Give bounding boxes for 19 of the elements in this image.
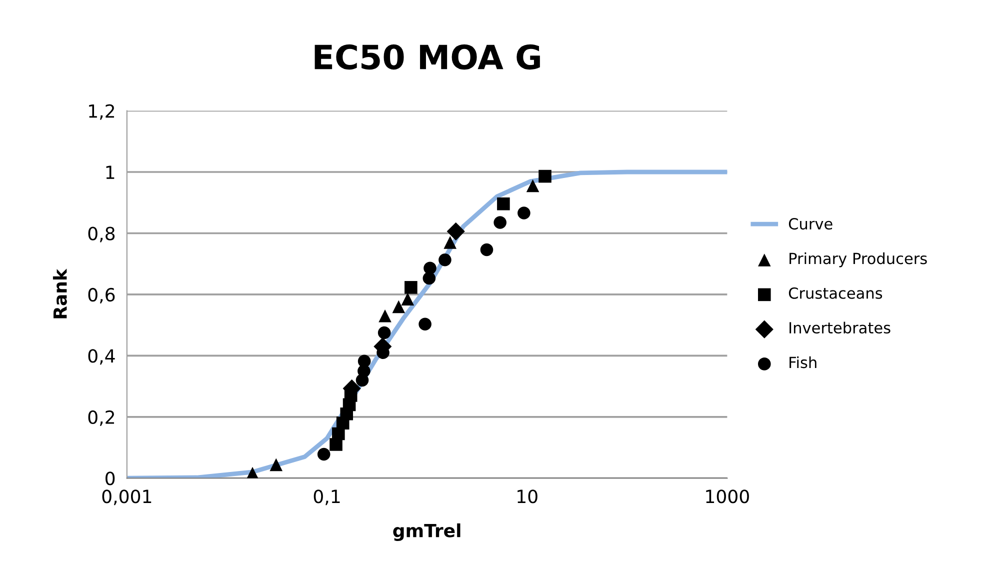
- y-tick-label: 0,2: [88, 410, 114, 426]
- y-tick-label: 0: [106, 472, 115, 486]
- legend-label: Invertebrates: [790, 322, 890, 334]
- y-tick-label: 1: [106, 166, 114, 179]
- x-tick-label: 0,1: [314, 490, 340, 506]
- y-axis-title: Rank: [52, 268, 67, 318]
- x-tick-label: 10: [518, 490, 538, 504]
- y-tick-label: 0,4: [88, 349, 115, 365]
- x-axis-title: gmTrel: [393, 523, 460, 542]
- legend-label: Fish: [790, 356, 816, 368]
- x-tick-label: 1000: [706, 490, 749, 504]
- legend-label: Curve: [788, 218, 832, 230]
- legend-label: Primary Producers: [790, 252, 927, 268]
- y-tick-label: 0,8: [88, 226, 115, 242]
- y-tick-label: 1,2: [89, 104, 114, 120]
- x-tick-label: 0,001: [102, 490, 152, 506]
- legend-label: Crustaceans: [788, 287, 882, 299]
- y-tick-label: 0,6: [88, 288, 115, 304]
- chart-title: EC50 MOA G: [314, 44, 540, 70]
